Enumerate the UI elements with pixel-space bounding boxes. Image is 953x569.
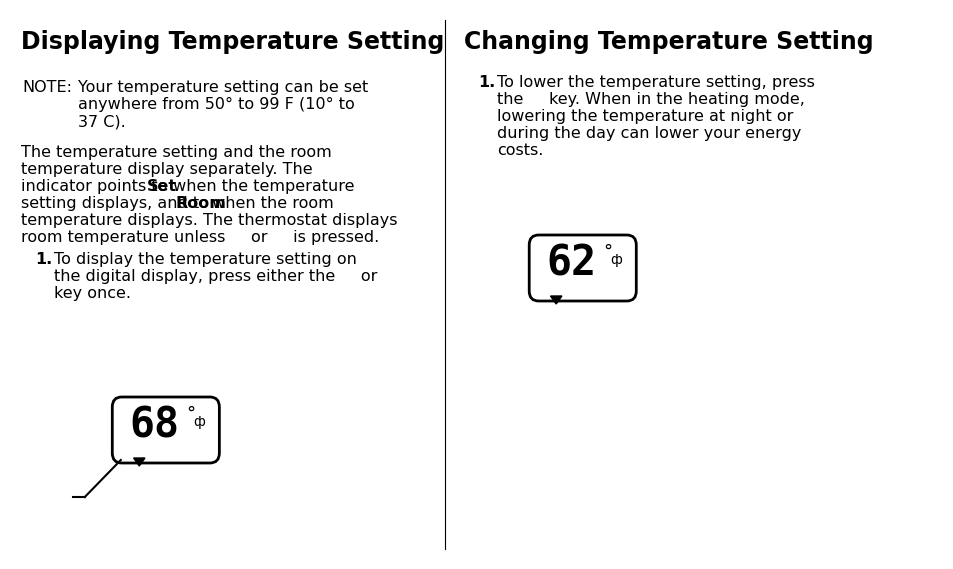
Text: Displaying Temperature Setting: Displaying Temperature Setting xyxy=(21,30,444,54)
Text: key once.: key once. xyxy=(54,286,131,301)
Text: anywhere from 50° to 99 F (10° to: anywhere from 50° to 99 F (10° to xyxy=(77,97,355,112)
Text: temperature display separately. The: temperature display separately. The xyxy=(21,162,313,177)
Text: 37 C).: 37 C). xyxy=(77,114,125,129)
Text: costs.: costs. xyxy=(497,143,543,158)
Text: °: ° xyxy=(602,243,611,261)
Text: °: ° xyxy=(186,405,194,423)
Text: To display the temperature setting on: To display the temperature setting on xyxy=(54,252,356,267)
FancyBboxPatch shape xyxy=(529,235,636,301)
Text: the     key. When in the heating mode,: the key. When in the heating mode, xyxy=(497,92,804,107)
Polygon shape xyxy=(550,296,561,304)
Text: 1.: 1. xyxy=(478,75,496,90)
FancyBboxPatch shape xyxy=(112,397,219,463)
Polygon shape xyxy=(133,458,145,466)
Text: 68: 68 xyxy=(130,404,179,446)
Text: indicator points to: indicator points to xyxy=(21,179,172,194)
Text: temperature displays. The thermostat displays: temperature displays. The thermostat dis… xyxy=(21,213,397,228)
Text: the digital display, press either the     or: the digital display, press either the or xyxy=(54,269,377,284)
Text: Your temperature setting can be set: Your temperature setting can be set xyxy=(77,80,368,95)
Text: setting displays, and to: setting displays, and to xyxy=(21,196,213,211)
Text: 1.: 1. xyxy=(35,252,52,267)
Text: 62: 62 xyxy=(546,242,596,284)
Text: lowering the temperature at night or: lowering the temperature at night or xyxy=(497,109,793,124)
Text: To lower the temperature setting, press: To lower the temperature setting, press xyxy=(497,75,815,90)
Text: ф: ф xyxy=(609,253,621,267)
Text: room temperature unless     or     is pressed.: room temperature unless or is pressed. xyxy=(21,230,378,245)
Text: Changing Temperature Setting: Changing Temperature Setting xyxy=(464,30,873,54)
Text: during the day can lower your energy: during the day can lower your energy xyxy=(497,126,801,141)
Text: ф: ф xyxy=(193,415,205,429)
Text: when the temperature: when the temperature xyxy=(168,179,354,194)
Text: when the room: when the room xyxy=(207,196,333,211)
Text: The temperature setting and the room: The temperature setting and the room xyxy=(21,145,332,160)
Text: Set: Set xyxy=(147,179,177,194)
Text: Room: Room xyxy=(175,196,226,211)
Text: NOTE:: NOTE: xyxy=(23,80,72,95)
